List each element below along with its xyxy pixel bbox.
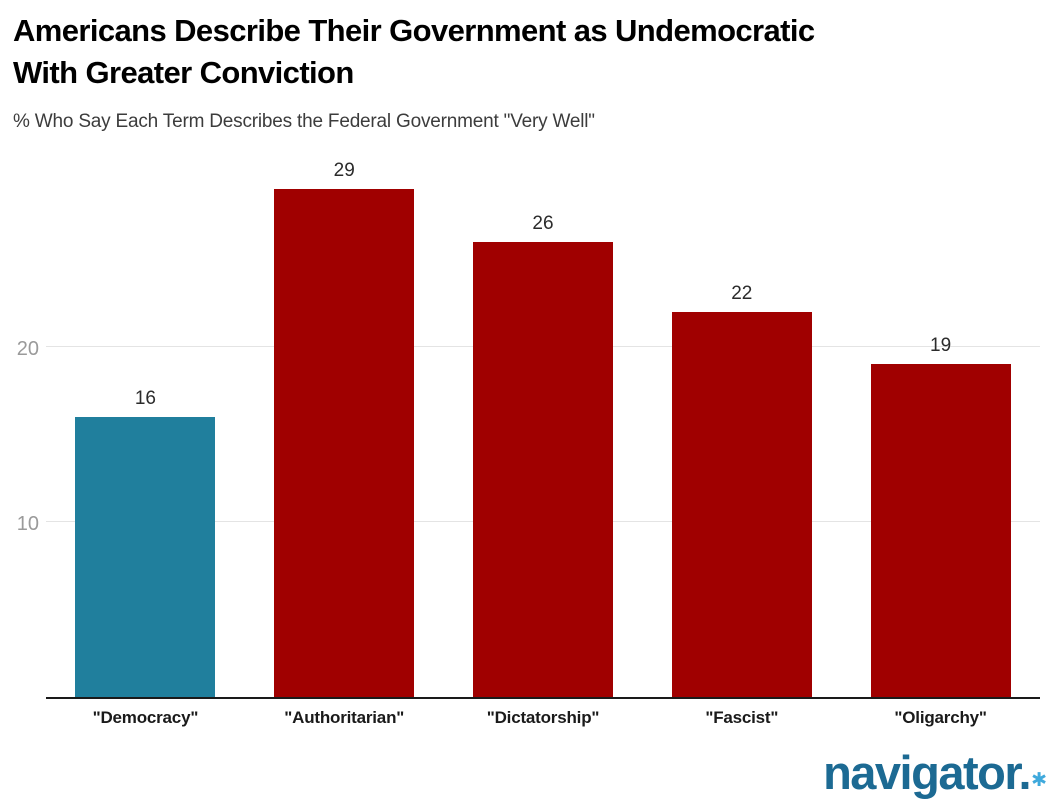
bar [472,241,613,697]
bar-value-label: 19 [930,335,952,357]
x-axis-label: "Authoritarian" [284,708,405,727]
bar-value-label: 26 [532,212,554,234]
bar-value-label: 22 [731,282,753,304]
y-tick-label: 10 [16,512,39,535]
bar-slot: 16 [46,142,245,697]
x-axis: "Democracy" "Authoritarian" "Dictatorship"… [46,699,1040,728]
x-axis-label: "Dictatorship" [486,708,600,727]
bar [671,311,812,697]
x-axis-label: "Democracy" [92,708,199,727]
bar [274,189,415,697]
x-axis-label: "Fascist" [705,708,779,727]
bar-slot: 26 [444,142,643,697]
bar [870,364,1011,697]
chart-subtitle: % Who Say Each Term Describes the Federa… [13,111,595,132]
bar-value-label: 29 [333,160,355,182]
plot-area: 16 29 26 22 19 [46,142,1040,699]
y-tick-label: 20 [16,337,39,360]
bar-slot: 29 [245,142,444,697]
bar-chart: 10 20 16 29 26 22 19 "Democracy" "Authoritaria… [13,142,1040,728]
y-axis: 10 20 [13,142,46,699]
bars-row: 16 29 26 22 19 [46,142,1040,697]
bar [75,416,216,697]
plot-wrap: 10 20 16 29 26 22 19 [13,142,1040,699]
x-axis-label: "Oligarchy" [894,708,987,727]
bar-value-label: 16 [134,387,156,409]
navigator-logo-text: navigator. [823,746,1032,799]
navigator-logo-asterisk-icon: ✱ [1031,770,1047,791]
bar-slot: 19 [841,142,1040,697]
chart-title: Americans Describe Their Government as U… [13,13,815,90]
navigator-logo: navigator.✱ [823,745,1047,800]
bar-slot: 22 [642,142,841,697]
